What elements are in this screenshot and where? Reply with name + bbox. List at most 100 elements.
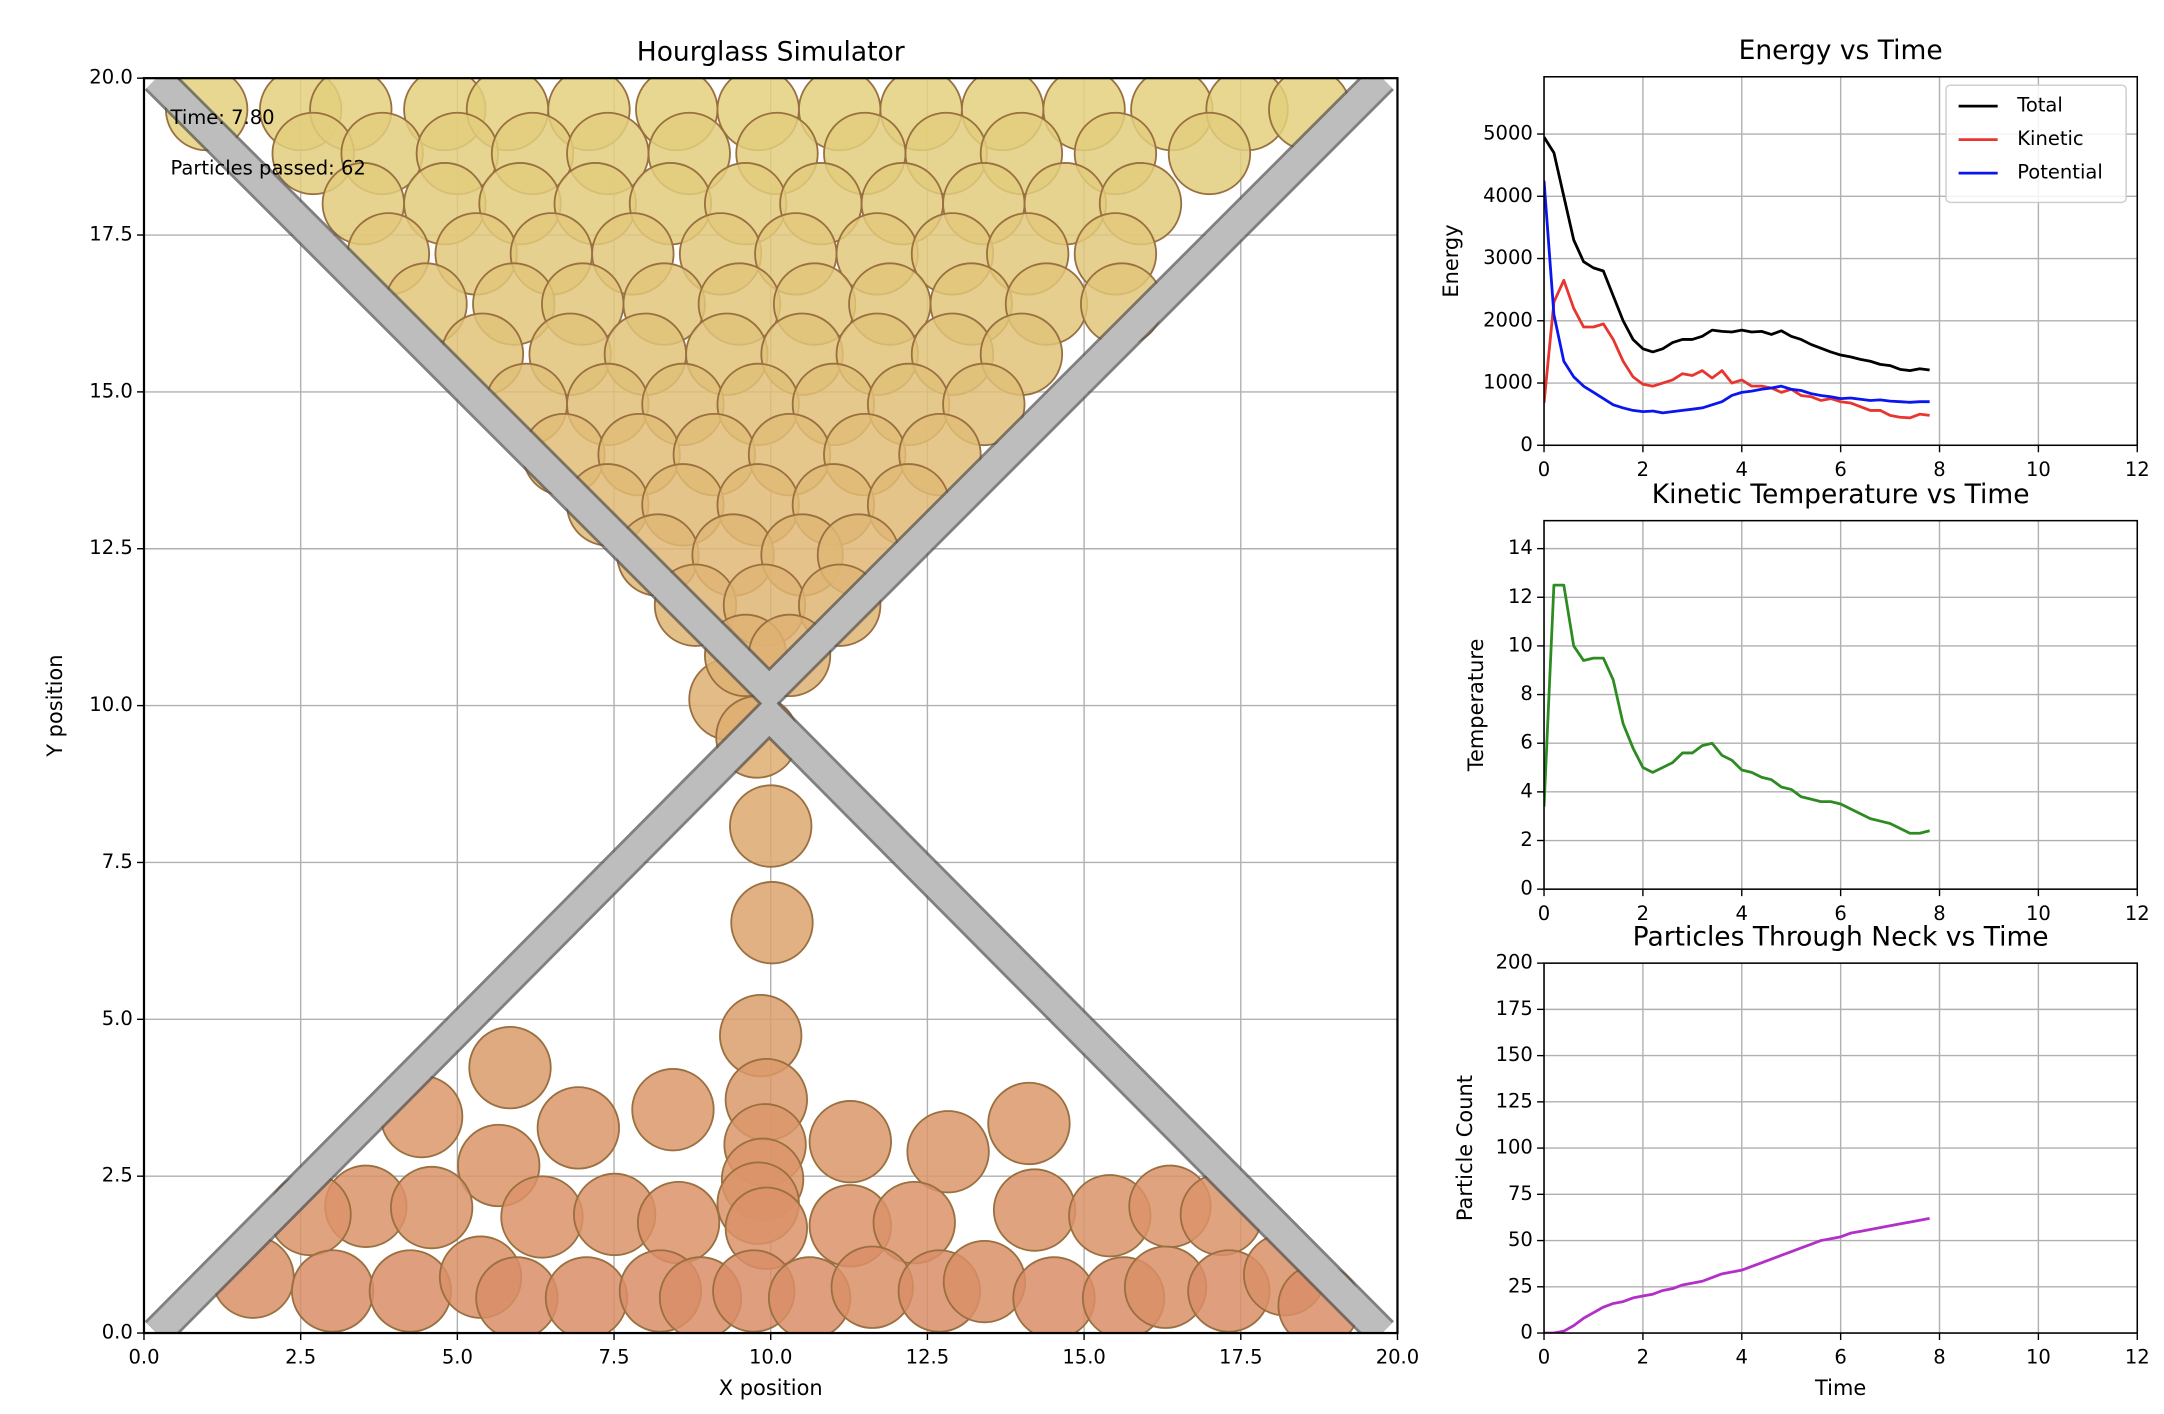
annotation: Time: 7.80	[170, 106, 275, 129]
x-tick-label: 2	[1637, 458, 1649, 481]
x-tick-label: 4	[1736, 1346, 1748, 1369]
series-line	[1544, 136, 1930, 372]
series-line	[1544, 1216, 1930, 1334]
x-tick-label: 2	[1637, 1346, 1649, 1369]
x-tick-label: 6	[1834, 902, 1846, 925]
y-tick-label: 14	[1508, 536, 1533, 559]
particle	[906, 1110, 990, 1194]
y-tick-label: 75	[1508, 1182, 1533, 1205]
particle	[808, 1100, 892, 1184]
y-tick-label: 1000	[1483, 371, 1533, 394]
x-axis-label: Time	[1814, 1376, 1866, 1400]
y-tick-label: 6	[1520, 731, 1532, 754]
x-tick-label: 8	[1933, 902, 1945, 925]
overlay: 0.0 2.5 5.0 7.5 10.0 12.5 15.0 17.5 20.0 0.0 2.5 5.…	[43, 35, 2150, 1400]
particle	[536, 1086, 620, 1170]
particle	[942, 1239, 1027, 1324]
particle	[290, 1249, 375, 1333]
chart-title: Energy vs Time	[1739, 35, 1943, 66]
axes-frame	[1543, 962, 2139, 1334]
y-tick-label: 150	[1496, 1043, 1533, 1066]
x-axis-label: X position	[719, 1376, 823, 1400]
y-tick-label: 12	[1508, 585, 1533, 608]
axes-frame	[142, 77, 1399, 1335]
x-tick-label: 12	[2125, 1346, 2150, 1369]
y-tick-label: 3000	[1483, 246, 1533, 269]
y-tick-label: 7.5	[102, 850, 133, 873]
y-tick-label: 2	[1520, 828, 1532, 851]
y-tick-label: 100	[1496, 1136, 1533, 1159]
x-tick-label: 10	[2026, 902, 2051, 925]
y-tick-label: 10	[1508, 633, 1533, 656]
particle	[368, 1249, 452, 1333]
y-axis-label: Y position	[43, 654, 67, 757]
y-tick-label: 25	[1508, 1274, 1533, 1297]
x-tick-label: 10	[2026, 1346, 2051, 1369]
particle	[987, 1081, 1071, 1166]
plot-area	[1544, 583, 1930, 835]
axes-frame	[1543, 76, 2139, 447]
y-tick-label: 50	[1508, 1228, 1533, 1251]
x-tick-label: 0.0	[128, 1346, 159, 1369]
y-tick-label: 2.5	[102, 1164, 133, 1187]
chart-title: Hourglass Simulator	[637, 37, 905, 68]
particle	[390, 1165, 474, 1250]
chart-title: Particles Through Neck vs Time	[1633, 922, 2049, 953]
y-tick-label: 10.0	[89, 693, 133, 716]
particle	[729, 784, 813, 868]
x-tick-label: 6	[1834, 1346, 1846, 1369]
legend-label: Kinetic	[2017, 127, 2083, 150]
particle	[544, 1256, 629, 1334]
y-tick-label: 200	[1496, 951, 1533, 974]
y-axis-label: Particle Count	[1453, 1075, 1477, 1221]
x-tick-label: 10.0	[749, 1346, 792, 1369]
x-tick-label: 8	[1933, 458, 1945, 481]
x-tick-label: 5.0	[442, 1346, 473, 1369]
legend-label: Potential	[2017, 161, 2103, 184]
x-tick-label: 0	[1538, 1346, 1550, 1369]
particle	[631, 1068, 715, 1152]
x-tick-label: 12.5	[906, 1346, 950, 1369]
y-tick-label: 2000	[1483, 308, 1533, 331]
y-tick-label: 0.0	[102, 1321, 133, 1344]
particle	[1167, 111, 1252, 196]
x-tick-label: 7.5	[599, 1346, 630, 1369]
particles	[165, 78, 1361, 1334]
y-tick-label: 0	[1520, 433, 1532, 456]
y-tick-label: 15.0	[89, 379, 133, 402]
particle	[730, 881, 814, 965]
y-tick-label: 175	[1496, 997, 1533, 1020]
y-axis-label: Energy	[1439, 224, 1463, 297]
y-tick-label: 0	[1520, 1321, 1532, 1344]
x-tick-label: 12	[2125, 458, 2150, 481]
series-line	[1544, 180, 1930, 415]
y-tick-label: 125	[1496, 1089, 1533, 1112]
y-tick-label: 5000	[1483, 122, 1533, 145]
hourglass-walls	[144, 78, 1394, 1334]
legend-label: Total	[2016, 94, 2063, 117]
y-tick-label: 0	[1520, 877, 1532, 900]
x-tick-label: 8	[1933, 1346, 1945, 1369]
axes-frame	[1543, 519, 2139, 890]
y-tick-label: 17.5	[89, 223, 133, 246]
y-axis-label: Temperature	[1464, 639, 1488, 773]
y-tick-label: 4000	[1483, 184, 1533, 207]
lower-wall	[146, 696, 1393, 1334]
y-tick-label: 4	[1520, 779, 1532, 802]
upper-wall	[146, 78, 1392, 711]
x-tick-label: 6	[1834, 458, 1846, 481]
y-tick-label: 12.5	[89, 536, 133, 559]
y-tick-label: 20.0	[89, 66, 133, 89]
plot-area	[1544, 1216, 1930, 1334]
x-tick-label: 15.0	[1062, 1346, 1105, 1369]
particle	[468, 1025, 552, 1110]
plot-area	[1544, 136, 1930, 420]
series-line	[1544, 278, 1930, 420]
x-tick-label: 17.5	[1219, 1346, 1262, 1369]
y-tick-label: 5.0	[102, 1007, 133, 1030]
y-tick-label: 8	[1520, 682, 1532, 705]
annotation: Particles passed: 62	[171, 156, 366, 179]
x-tick-label: 20.0	[1376, 1346, 1420, 1369]
